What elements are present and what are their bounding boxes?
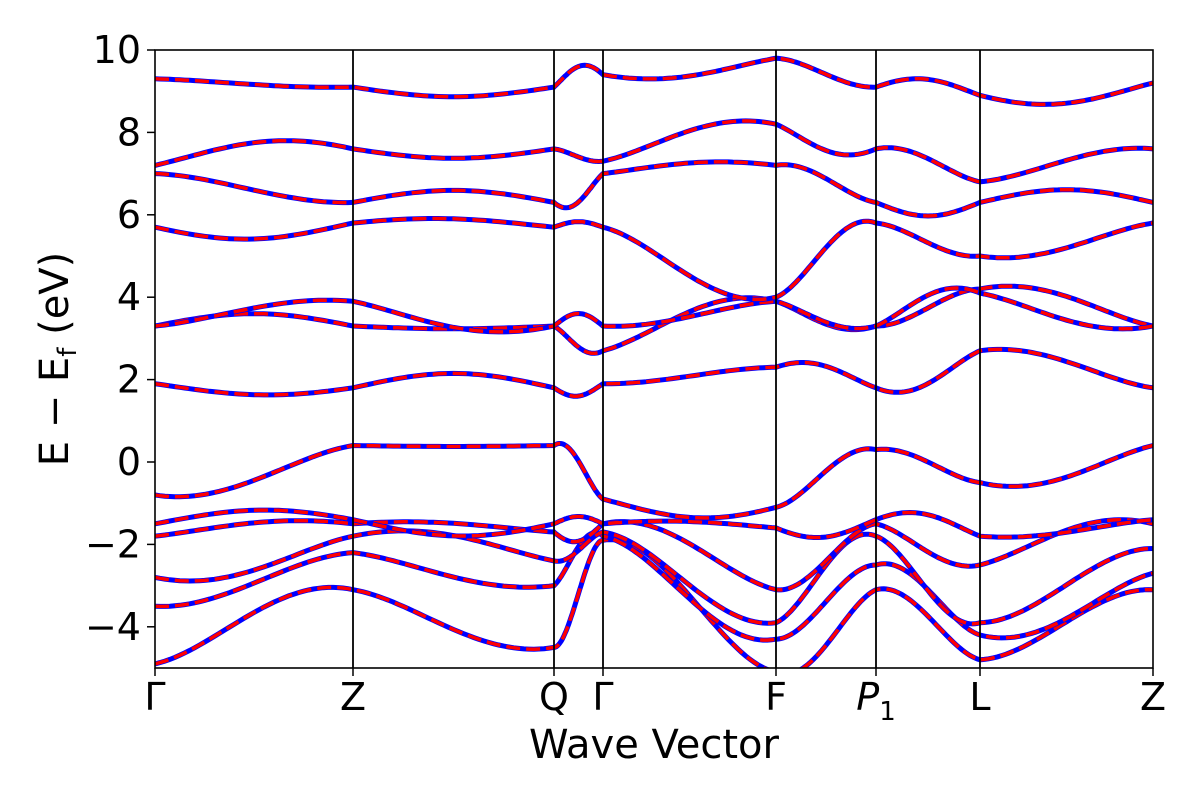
band-line [155, 56, 1153, 107]
y-tick-label: 8 [117, 110, 141, 154]
band-line [155, 160, 1153, 218]
x-tick-label: P1 [856, 675, 895, 727]
y-axis-title-main: E − E [32, 357, 78, 467]
band-line-dashed [155, 118, 1153, 185]
y-axis-title-unit: (eV) [32, 252, 78, 348]
y-tick-label: 10 [93, 28, 141, 72]
band-line [155, 508, 1153, 540]
x-axis-title: Wave Vector [529, 722, 780, 768]
band-line [155, 537, 1153, 668]
y-tick-label: 2 [117, 358, 141, 402]
y-tick-label: 6 [117, 193, 141, 237]
x-axis-ticks: Γ Z Q Γ F P1 L Z [144, 668, 1166, 727]
band-line [155, 119, 1153, 184]
plot-frame [154, 49, 1154, 669]
band-line-dashed [155, 283, 1153, 356]
band-line [155, 441, 1153, 520]
band-line [155, 286, 1153, 334]
x-tick-label: Γ [144, 675, 165, 719]
y-tick-label: −2 [85, 522, 141, 566]
band-line [155, 530, 1153, 642]
high-symmetry-lines [352, 50, 981, 668]
band-line-dashed [155, 441, 1153, 521]
band-line [155, 529, 1153, 626]
band-line-dashed [155, 285, 1153, 335]
band-line-dashed [155, 55, 1153, 107]
x-tick-label: Γ [592, 675, 613, 719]
y-axis-title: E − Ef (eV) [32, 252, 83, 467]
y-tick-label: 4 [117, 275, 141, 319]
band-line-dashed [155, 159, 1153, 219]
band-line-dashed [155, 530, 1153, 643]
bands-layer [155, 55, 1153, 668]
y-axis-title-sub: f [53, 347, 83, 357]
band-line [155, 517, 1153, 592]
band-line [155, 216, 1153, 302]
y-axis-ticks: 10 8 6 4 2 0 −2 −4 [85, 28, 155, 649]
band-line [155, 284, 1153, 356]
x-tick-label: F [765, 675, 787, 719]
x-tick-label: Z [340, 675, 366, 719]
band-line-dashed [155, 346, 1153, 399]
band-line-dashed [155, 528, 1153, 627]
x-tick-label: L [969, 675, 990, 719]
x-tick-label: Q [539, 675, 569, 719]
y-tick-label: 0 [117, 440, 141, 484]
x-tick-label: Z [1140, 675, 1166, 719]
y-tick-label: −4 [85, 605, 141, 649]
band-line [155, 347, 1153, 398]
